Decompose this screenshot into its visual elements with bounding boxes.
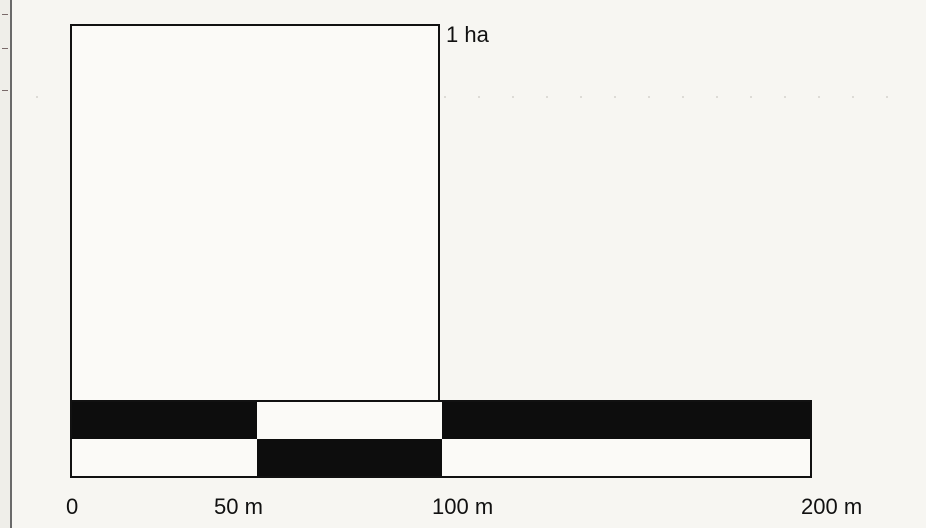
- faint-dotted-line: [20, 96, 920, 98]
- scale-segment-bottom-100-200: [442, 439, 810, 476]
- scale-segment-bottom-50-100: [257, 439, 442, 476]
- page-edge-margin: [0, 0, 12, 528]
- scale-label-100: 100 m: [432, 494, 494, 519]
- margin-mark: [2, 48, 8, 49]
- hectare-square: [70, 24, 440, 402]
- scale-label-200: 200 m: [801, 494, 863, 519]
- scale-segment-top-50-100: [257, 402, 442, 439]
- scale-segment-top-100-200: [442, 402, 810, 439]
- margin-mark: [2, 90, 8, 91]
- scale-label-50: 50 m: [214, 494, 263, 519]
- scale-bar: [70, 400, 812, 478]
- hectare-label: 1 ha: [446, 22, 489, 47]
- scale-segment-bottom-0-50: [72, 439, 257, 476]
- scale-label-0: 0: [66, 494, 79, 519]
- scale-segment-top-0-50: [72, 402, 257, 439]
- margin-mark: [2, 14, 8, 15]
